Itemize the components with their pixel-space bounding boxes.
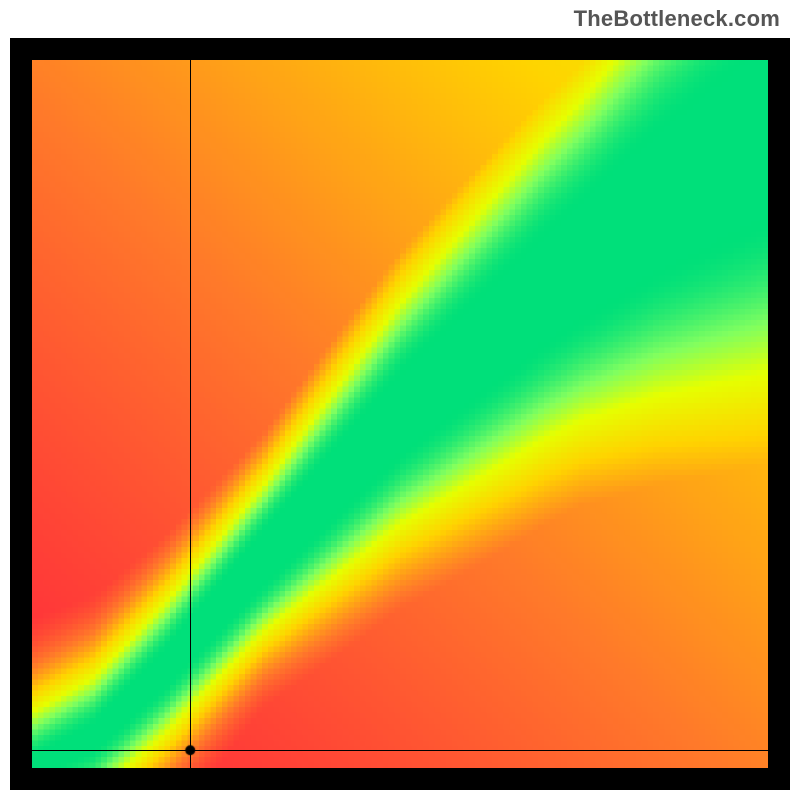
marker-dot-layer: [32, 60, 768, 768]
watermark-text: TheBottleneck.com: [574, 6, 780, 32]
